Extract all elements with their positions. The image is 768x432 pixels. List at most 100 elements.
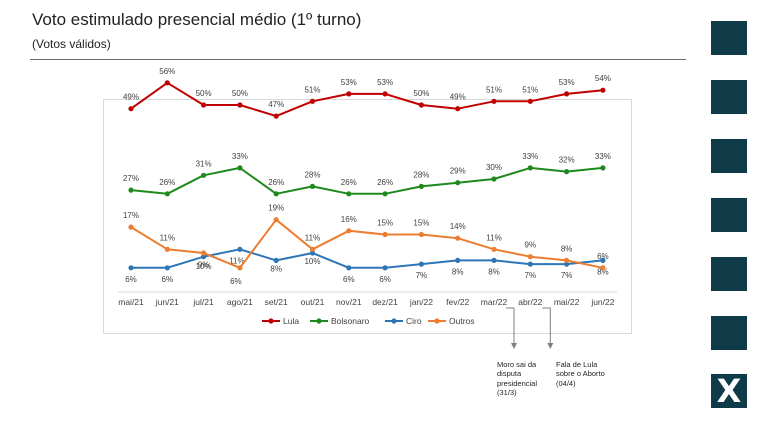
point-bolsonaro-9: [455, 180, 461, 186]
data-label-ciro-12: 7%: [561, 271, 573, 280]
point-outros-3: [237, 265, 243, 271]
legend-marker-lula: [268, 318, 274, 324]
x-tick-label-mai-22: mai/22: [554, 297, 580, 307]
x-tick-label-abr-22: abr/22: [518, 297, 542, 307]
point-outros-8: [418, 231, 424, 238]
x-tick-label-out-21: out/21: [301, 297, 325, 307]
data-label-outros-4: 19%: [268, 204, 284, 213]
data-label-lula-0: 49%: [123, 93, 139, 102]
point-ciro-4: [273, 257, 279, 263]
point-ciro-3: [237, 246, 243, 252]
point-bolsonaro-0: [128, 187, 134, 193]
point-outros-2: [201, 250, 207, 256]
point-lula-1: [164, 80, 170, 86]
x-tick-label-nov-21: nov/21: [336, 297, 362, 307]
data-label-bolsonaro-7: 26%: [377, 178, 393, 187]
data-label-lula-11: 51%: [522, 85, 538, 94]
point-bolsonaro-5: [309, 183, 316, 189]
point-bolsonaro-8: [418, 183, 424, 189]
point-bolsonaro-2: [201, 172, 207, 178]
decor-block-4: [711, 198, 747, 232]
data-label-lula-3: 50%: [232, 89, 248, 98]
data-label-outros-0: 17%: [123, 211, 139, 220]
data-label-ciro-0: 6%: [125, 275, 137, 284]
point-outros-10: [491, 246, 497, 252]
point-ciro-12: [564, 261, 570, 267]
annotation-arrow-moro-head: [511, 343, 517, 349]
data-label-ciro-13: 8%: [597, 267, 609, 276]
annotation-moro: Moro sai da disputa presidencial (31/3): [497, 360, 538, 397]
point-lula-11: [527, 98, 533, 104]
data-label-ciro-11: 7%: [525, 271, 537, 280]
point-ciro-10: [491, 257, 497, 263]
point-lula-13: [600, 87, 606, 93]
data-label-ciro-3: 11%: [229, 256, 244, 265]
decor-block-5: [711, 257, 747, 291]
legend-label-lula: Lula: [283, 316, 299, 326]
annotation-lula-aborto: Fala de Lula sobre o Aborto (04/4): [556, 360, 605, 388]
data-label-outros-5: 11%: [305, 233, 320, 242]
point-lula-3: [237, 102, 243, 108]
x-tick-label-mai-21: mai/21: [118, 297, 144, 307]
data-label-ciro-8: 7%: [416, 271, 428, 280]
data-label-ciro-1: 6%: [162, 275, 174, 284]
point-outros-11: [527, 254, 533, 260]
point-bolsonaro-12: [564, 169, 570, 175]
annotation-arrow-aborto-head: [547, 343, 554, 349]
data-label-outros-10: 11%: [486, 233, 501, 242]
data-label-bolsonaro-4: 26%: [268, 178, 284, 187]
data-label-bolsonaro-12: 32%: [559, 156, 575, 165]
point-lula-4: [273, 113, 279, 119]
decor-block-2: [711, 80, 747, 114]
series-line-outros: [130, 218, 604, 269]
data-label-bolsonaro-1: 26%: [159, 178, 175, 187]
point-bolsonaro-13: [600, 165, 606, 171]
data-label-bolsonaro-5: 28%: [304, 170, 320, 179]
data-label-outros-8: 15%: [413, 219, 429, 228]
point-outros-6: [346, 228, 352, 234]
point-ciro-1: [164, 265, 170, 271]
legend-label-bolsonaro: Bolsonaro: [331, 316, 370, 326]
annotation-arrow-aborto-line: [542, 307, 551, 346]
point-ciro-0: [128, 265, 134, 271]
point-lula-6: [346, 91, 352, 97]
data-label-outros-1: 11%: [160, 233, 175, 242]
data-label-ciro-4: 8%: [270, 264, 282, 273]
point-lula-9: [455, 106, 461, 112]
annotation-arrow-moro-line: [506, 307, 515, 346]
point-bolsonaro-10: [491, 176, 497, 182]
data-label-outros-6: 16%: [341, 215, 357, 224]
series-line-bolsonaro: [130, 166, 604, 195]
point-bolsonaro-4: [273, 191, 279, 197]
point-ciro-13: [600, 257, 606, 263]
data-label-outros-12: 8%: [561, 244, 573, 253]
point-outros-7: [382, 231, 388, 238]
data-label-outros-9: 14%: [450, 222, 466, 231]
data-label-outros-2: 10%: [196, 262, 212, 271]
data-label-outros-11: 9%: [525, 241, 537, 250]
legend-marker-bolsonaro: [316, 318, 322, 324]
data-label-ciro-10: 8%: [488, 267, 500, 276]
point-outros-0: [128, 224, 134, 230]
data-label-ciro-2: 9%: [198, 261, 210, 270]
point-bolsonaro-11: [527, 165, 533, 171]
data-label-bolsonaro-10: 30%: [486, 163, 502, 172]
point-ciro-9: [455, 257, 461, 263]
data-label-bolsonaro-8: 28%: [413, 170, 429, 179]
point-outros-4: [273, 217, 279, 223]
legend-label-ciro: Ciro: [406, 316, 422, 326]
decor-block-6: [711, 316, 747, 350]
data-label-lula-12: 53%: [559, 78, 575, 87]
point-ciro-5: [309, 250, 316, 256]
point-bolsonaro-7: [382, 191, 388, 197]
x-tick-label-set-21: set/21: [265, 297, 288, 307]
data-label-lula-9: 49%: [450, 93, 466, 102]
point-ciro-6: [346, 265, 352, 271]
data-label-outros-13: 6%: [597, 252, 609, 261]
legend-label-outros: Outros: [449, 316, 475, 326]
data-label-lula-2: 50%: [196, 89, 212, 98]
legend-marker-outros: [434, 318, 440, 324]
data-label-ciro-7: 6%: [379, 275, 391, 284]
page-title: Voto estimulado presencial médio (1º tur…: [32, 10, 362, 29]
